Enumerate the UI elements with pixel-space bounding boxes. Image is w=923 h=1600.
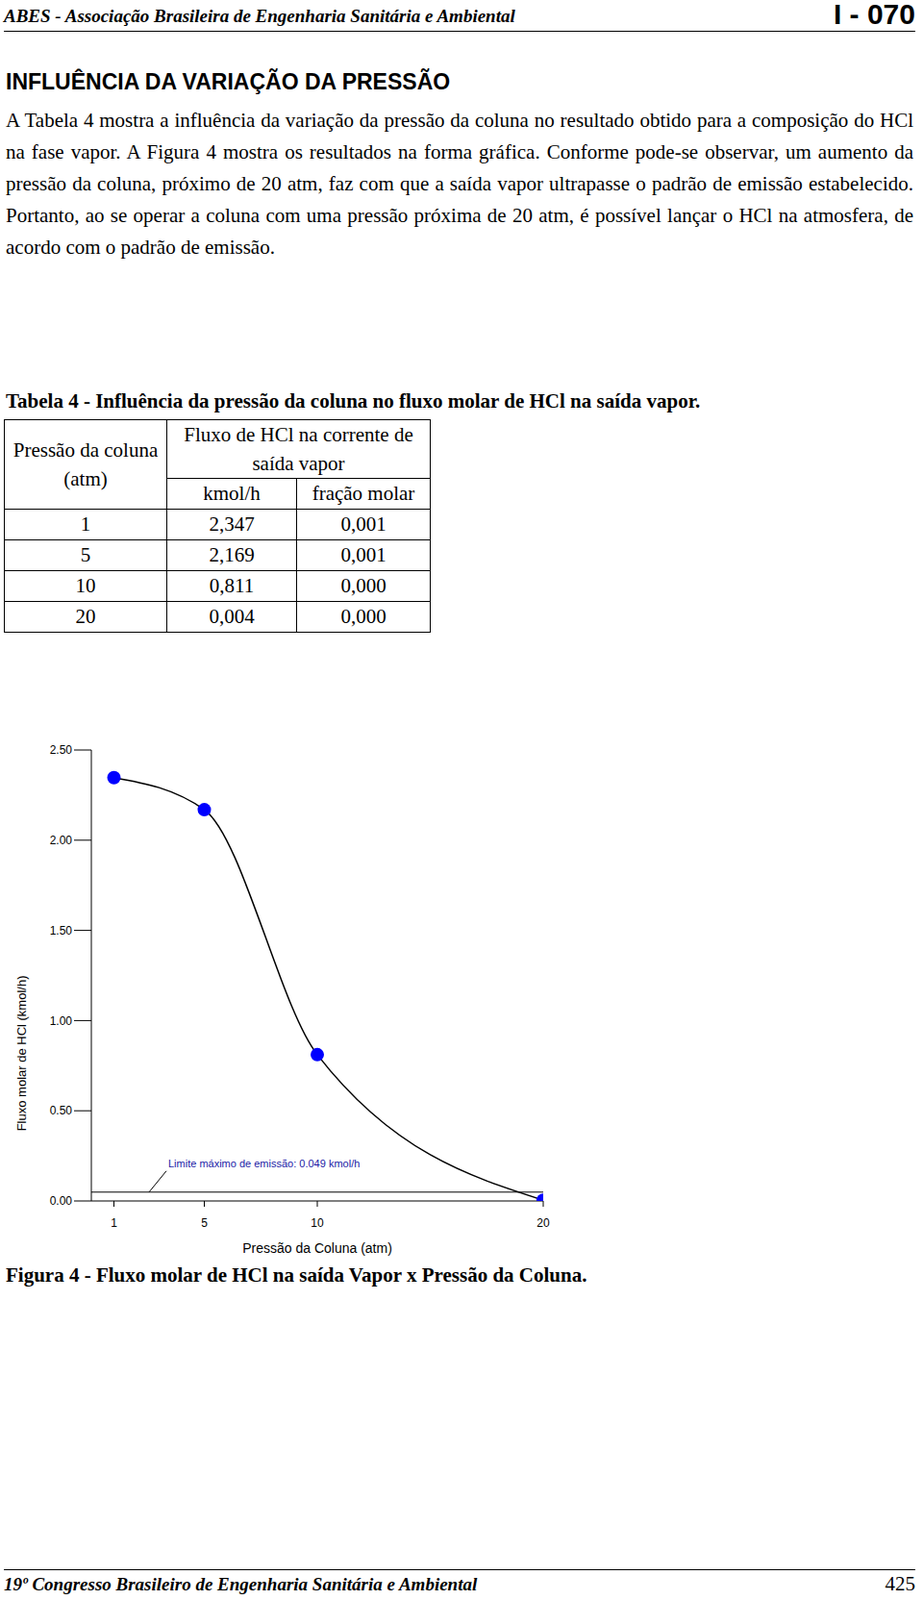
html-text:0,000: 0,000 bbox=[340, 573, 387, 598]
html-text:0,001: 0,001 bbox=[340, 512, 387, 536]
svg-text:2.00: 2.00 bbox=[49, 833, 74, 848]
svg-text:20: 20 bbox=[536, 1216, 550, 1230]
svg-text:1.00: 1.00 bbox=[49, 1014, 74, 1028]
html-text:fração molar: fração molar bbox=[312, 481, 415, 505]
html-text:Figura 4 - Fluxo molar de HCl: Figura 4 - Fluxo molar de HCl na saída V… bbox=[5, 1263, 587, 1287]
html-text:20: 20 bbox=[75, 604, 96, 628]
svg-text:2.50: 2.50 bbox=[49, 743, 74, 757]
html-text:Pressão da coluna (atm): Pressão da coluna (atm) bbox=[13, 438, 158, 491]
html-text:Fluxo de HCl na corrente de sa: Fluxo de HCl na corrente de saída vapor bbox=[183, 423, 414, 475]
html-text:425: 425 bbox=[885, 1571, 916, 1596]
svg-text:0.50: 0.50 bbox=[49, 1103, 74, 1118]
html-text:A Tabela 4 mostra a influência: A Tabela 4 mostra a influência da variaç… bbox=[5, 108, 914, 259]
svg-text:10: 10 bbox=[310, 1216, 325, 1230]
html-text:2,169: 2,169 bbox=[209, 543, 255, 567]
html-text:5: 5 bbox=[80, 543, 91, 567]
html-text:2,347: 2,347 bbox=[209, 512, 255, 536]
svg-text:Limite máximo de emissão: 0.04: Limite máximo de emissão: 0.049 kmol/h bbox=[168, 1157, 360, 1170]
svg-text:Pressão da Coluna (atm): Pressão da Coluna (atm) bbox=[242, 1240, 393, 1256]
svg-text:Fluxo molar de HCl (kmol/h): Fluxo molar de HCl (kmol/h) bbox=[14, 975, 29, 1132]
html-text:0,001: 0,001 bbox=[340, 543, 387, 567]
html-text:0,004: 0,004 bbox=[209, 604, 255, 628]
svg-text:1: 1 bbox=[110, 1216, 118, 1230]
html-text:0,000: 0,000 bbox=[340, 604, 387, 628]
html-text:10: 10 bbox=[75, 573, 96, 598]
svg-text:1.50: 1.50 bbox=[49, 923, 74, 938]
html-text:ABES - Associação Brasileira d: ABES - Associação Brasileira de Engenhar… bbox=[3, 5, 516, 26]
html-text:19º Congresso Brasileiro de En: 19º Congresso Brasileiro de Engenharia S… bbox=[3, 1573, 478, 1595]
html-text:0,811: 0,811 bbox=[209, 573, 255, 598]
svg-text:5: 5 bbox=[200, 1216, 208, 1230]
html-text:1: 1 bbox=[80, 512, 91, 536]
html-text:Tabela 4 - Influência da press: Tabela 4 - Influência da pressão da colu… bbox=[5, 389, 701, 413]
html-text:INFLUÊNCIA DA VARIAÇÃO DA PRES: INFLUÊNCIA DA VARIAÇÃO DA PRESSÃO bbox=[5, 69, 451, 95]
svg-text:0.00: 0.00 bbox=[49, 1194, 74, 1208]
html-text:kmol/h: kmol/h bbox=[203, 481, 261, 505]
